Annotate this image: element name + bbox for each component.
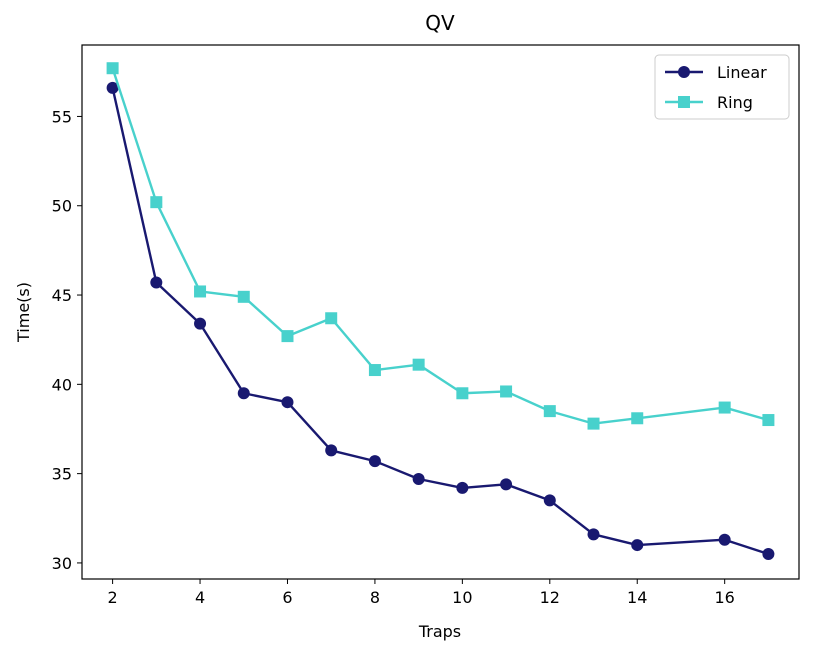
legend-entry-linear: Linear [665,63,767,82]
data-point-linear [150,276,163,289]
data-point-linear [368,455,381,468]
data-point-linear [325,444,338,457]
data-point-linear [237,387,250,400]
data-point-linear [194,317,207,330]
legend-marker [678,66,690,78]
data-point-linear [456,481,469,494]
y-axis: 30 35 40 45 50 55 [52,107,82,573]
plot-frame [81,44,800,580]
chart-title: QV [425,11,455,35]
data-point-linear [500,478,513,491]
data-point-ring [325,312,338,325]
data-point-ring [587,417,600,430]
x-tick-label: 12 [540,588,560,607]
y-tick-label: 45 [52,286,72,305]
data-point-linear [281,396,294,409]
data-point-ring [762,414,775,427]
data-point-ring [456,387,469,400]
data-point-linear [106,81,119,94]
y-axis-label: Time(s) [14,282,33,343]
legend-entry-ring: Ring [665,93,753,112]
x-tick-label: 2 [108,588,118,607]
legend-label: Ring [717,93,753,112]
data-point-ring [106,62,119,75]
x-tick-label: 8 [370,588,380,607]
data-point-ring [281,330,294,343]
y-tick-label: 50 [52,197,72,216]
x-tick-label: 10 [452,588,472,607]
x-axis: 2 4 6 8 10 12 14 16 [108,579,735,607]
x-axis-label: Traps [418,622,461,641]
legend-label: Linear [717,63,767,82]
data-point-ring [237,290,250,303]
y-tick-label: 35 [52,465,72,484]
data-point-ring [631,412,644,425]
y-tick-label: 55 [52,107,72,126]
data-point-ring [368,364,381,377]
x-tick-label: 14 [627,588,647,607]
data-point-ring [150,196,163,209]
data-point-linear [718,533,731,546]
x-tick-label: 6 [282,588,292,607]
data-point-ring [194,285,207,298]
y-tick-label: 30 [52,554,72,573]
x-tick-label: 4 [195,588,205,607]
x-tick-label: 16 [714,588,734,607]
legend-marker [678,96,690,108]
y-tick-label: 40 [52,375,72,394]
data-point-ring [500,385,513,398]
data-point-linear [543,494,556,507]
data-point-linear [631,539,644,552]
data-point-linear [762,547,775,560]
data-point-ring [718,401,731,414]
data-point-linear [587,528,600,541]
data-point-ring [543,405,556,418]
legend: Linear Ring [654,54,790,120]
series-linear [106,81,775,560]
series-ring [106,62,775,430]
data-point-ring [412,358,425,371]
data-point-linear [412,472,425,485]
plot-area [106,62,775,560]
